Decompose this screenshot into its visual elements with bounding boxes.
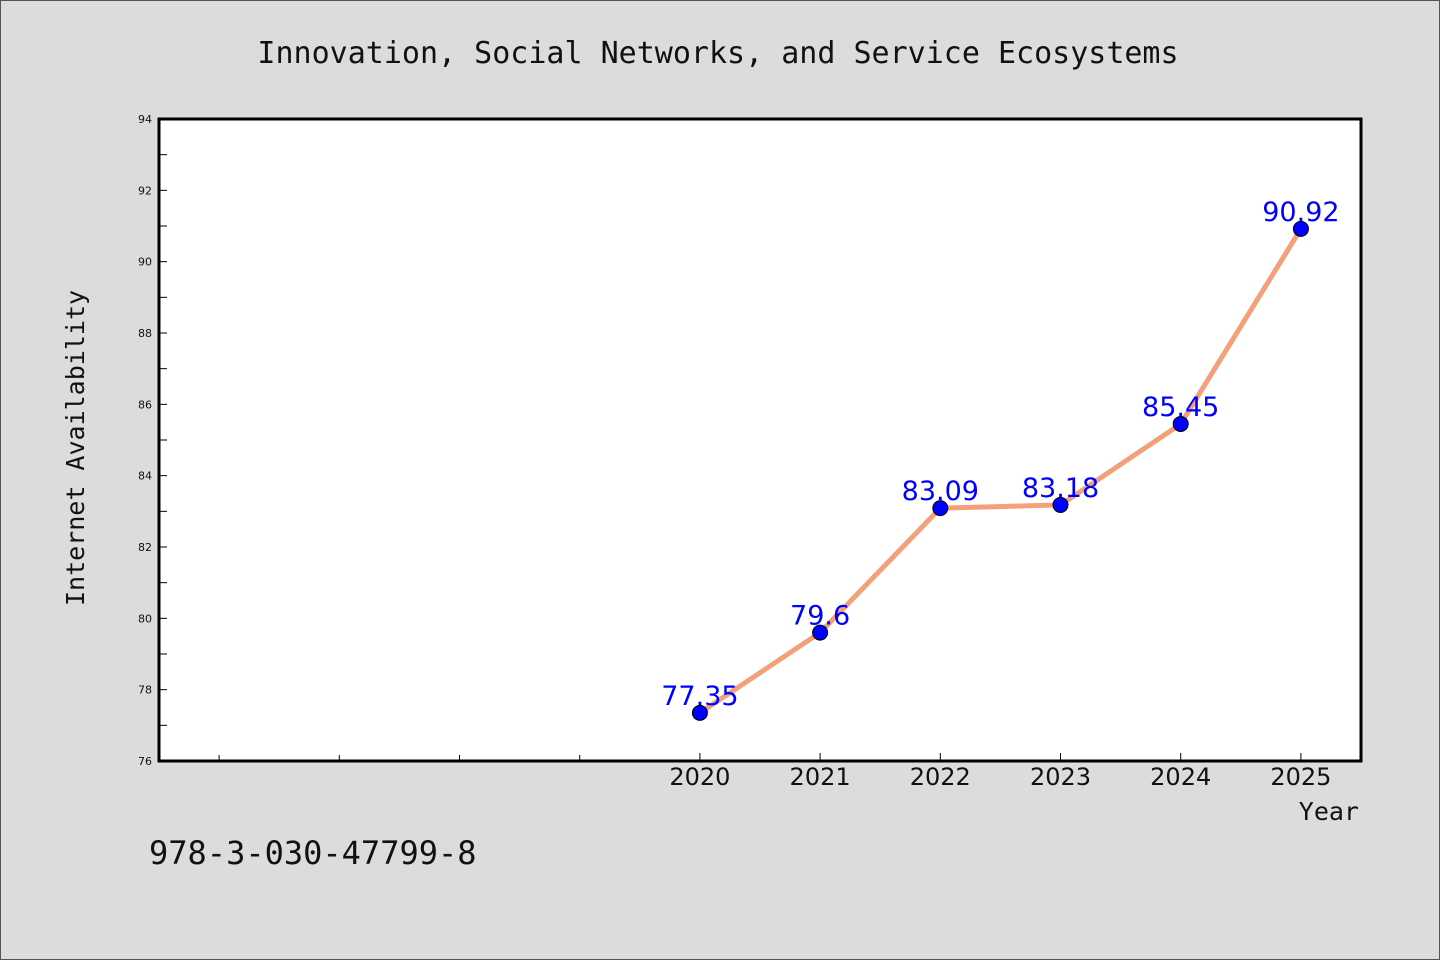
y-tick-label: 94 [138, 113, 152, 126]
x-axis-label: Year [1299, 797, 1359, 826]
data-label: 77.35 [661, 681, 738, 712]
y-tick-label: 82 [138, 541, 152, 554]
data-labels: 77.35 79.6 83.09 83.18 85.45 90.92 [661, 197, 1339, 712]
y-tick-label: 78 [138, 684, 152, 697]
y-tick-label: 76 [138, 755, 152, 768]
chart-title: Innovation, Social Networks, and Service… [257, 36, 1178, 71]
data-label: 83.09 [902, 476, 979, 507]
y-tick-label: 86 [138, 398, 152, 411]
data-point [812, 624, 829, 641]
y-tick-label: 80 [138, 612, 152, 625]
x-tick-label: 2023 [1030, 763, 1091, 791]
data-point [1052, 496, 1069, 513]
x-tick-label: 2022 [910, 763, 971, 791]
isbn-text: 978-3-030-47799-8 [149, 834, 477, 872]
y-tick-label: 88 [138, 327, 152, 340]
series-layer [691, 220, 1309, 721]
data-point [932, 500, 949, 517]
data-point [691, 704, 708, 721]
y-tick-label: 90 [138, 256, 152, 269]
data-point [1172, 415, 1189, 432]
data-label: 83.18 [1022, 473, 1099, 504]
data-label: 85.45 [1142, 392, 1219, 423]
data-point [1292, 220, 1309, 237]
x-tick-label: 2025 [1270, 763, 1331, 791]
data-label: 79.6 [790, 601, 850, 632]
x-tick-label: 2024 [1150, 763, 1211, 791]
series-line [697, 226, 1304, 716]
plot-border [157, 117, 1363, 763]
x-tick-label: 2020 [669, 763, 730, 791]
y-tick-label: 84 [138, 470, 152, 483]
plot-area [159, 119, 1361, 761]
y-tick-label: 92 [138, 184, 152, 197]
x-tick-label: 2021 [790, 763, 851, 791]
x-axis: 2020 2021 2022 2023 2024 2025 [218, 753, 1331, 791]
y-axis-label: Internet Availability [61, 290, 90, 606]
data-label: 90.92 [1262, 197, 1339, 228]
